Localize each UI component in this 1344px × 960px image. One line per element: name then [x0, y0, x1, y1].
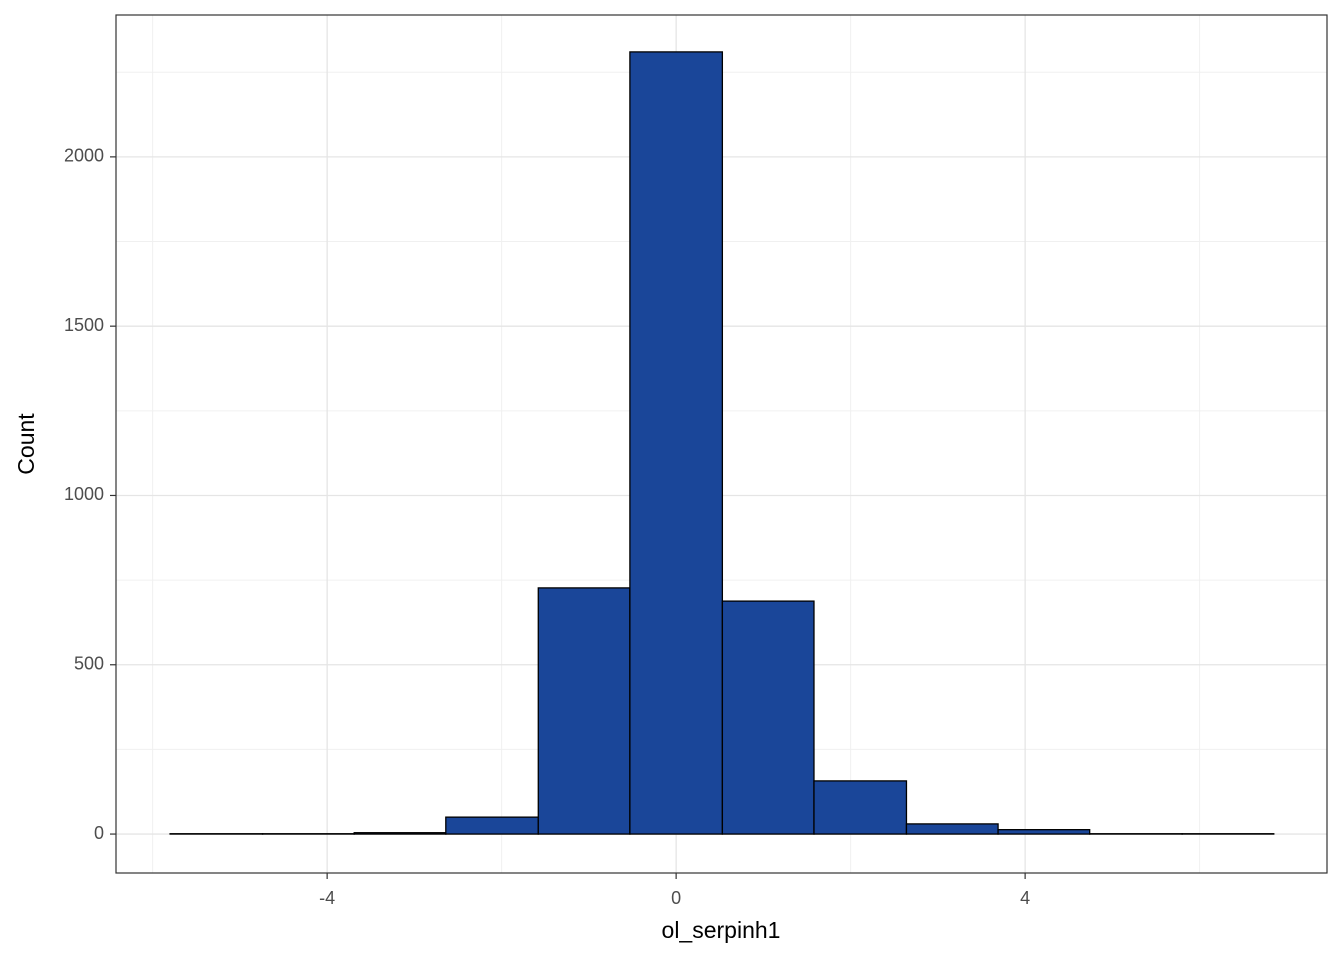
y-tick-label: 0	[94, 823, 104, 843]
x-tick-label: 0	[671, 888, 681, 908]
y-axis-title: Count	[13, 413, 39, 475]
bar	[905, 823, 999, 835]
bar	[537, 587, 631, 835]
axes: -4 0 4 0 500 1000 1500 2000	[64, 146, 1030, 908]
x-tick-label: -4	[319, 888, 335, 908]
y-tick-label: 1500	[64, 315, 104, 335]
y-tick-label: 500	[74, 654, 104, 674]
bar	[813, 780, 908, 835]
bars	[169, 51, 1275, 835]
bar	[997, 829, 1091, 835]
panel-border	[115, 14, 1328, 874]
y-tick-label: 2000	[64, 146, 104, 166]
bar	[445, 816, 539, 835]
bar	[353, 832, 447, 835]
x-tick-label: 4	[1020, 888, 1030, 908]
y-tick-label: 1000	[64, 484, 104, 504]
bar	[721, 600, 815, 835]
bar	[629, 51, 724, 835]
x-axis-title: ol_serpinh1	[662, 917, 781, 943]
